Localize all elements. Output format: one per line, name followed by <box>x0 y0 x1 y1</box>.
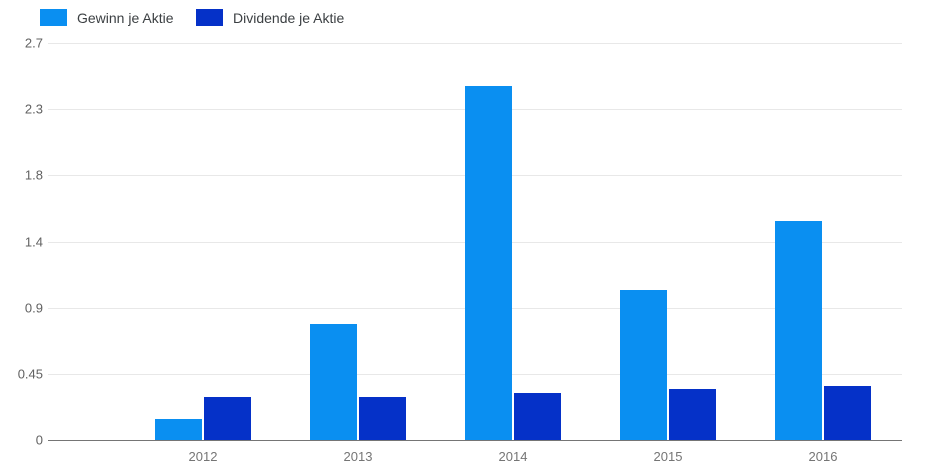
legend-item-gewinn: Gewinn je Aktie <box>40 9 174 26</box>
legend-swatch-dividende-icon <box>196 9 223 26</box>
bar-dividende-2016[interactable] <box>824 385 871 440</box>
bar-dividende-2015[interactable] <box>669 388 716 440</box>
bar-dividende-2013[interactable] <box>359 397 406 440</box>
y-axis-tick-label: 2.7 <box>24 35 43 51</box>
bar-gewinn-2012[interactable] <box>155 419 202 440</box>
bar-gewinn-2016[interactable] <box>775 220 822 440</box>
bar-gewinn-2013[interactable] <box>310 323 357 440</box>
legend-label-gewinn: Gewinn je Aktie <box>77 9 174 26</box>
legend-swatch-gewinn-icon <box>40 9 67 26</box>
bar-gewinn-2015[interactable] <box>620 290 667 440</box>
legend-item-dividende: Dividende je Aktie <box>196 9 344 26</box>
y-axis-tick-label: 2.3 <box>24 101 43 117</box>
y-axis-tick-label: 0 <box>35 432 43 448</box>
x-axis-label-2013: 2013 <box>343 449 373 464</box>
y-axis-tick-label: 1.8 <box>24 167 43 183</box>
y-axis-tick-label: 0.9 <box>24 300 43 316</box>
bar-gewinn-2014[interactable] <box>465 85 512 440</box>
x-axis-label-2012: 2012 <box>188 449 218 464</box>
x-axis-label-2014: 2014 <box>498 449 528 464</box>
bar-dividende-2012[interactable] <box>204 397 251 440</box>
bar-dividende-2014[interactable] <box>514 392 561 440</box>
legend-label-dividende: Dividende je Aktie <box>233 9 345 26</box>
gridline <box>48 43 902 44</box>
y-axis-tick-label: 0.45 <box>17 366 43 382</box>
x-axis-baseline <box>48 440 902 441</box>
x-axis-label-2016: 2016 <box>808 449 838 464</box>
y-axis-tick-label: 1.4 <box>24 234 43 249</box>
x-axis-label-2015: 2015 <box>653 449 683 464</box>
